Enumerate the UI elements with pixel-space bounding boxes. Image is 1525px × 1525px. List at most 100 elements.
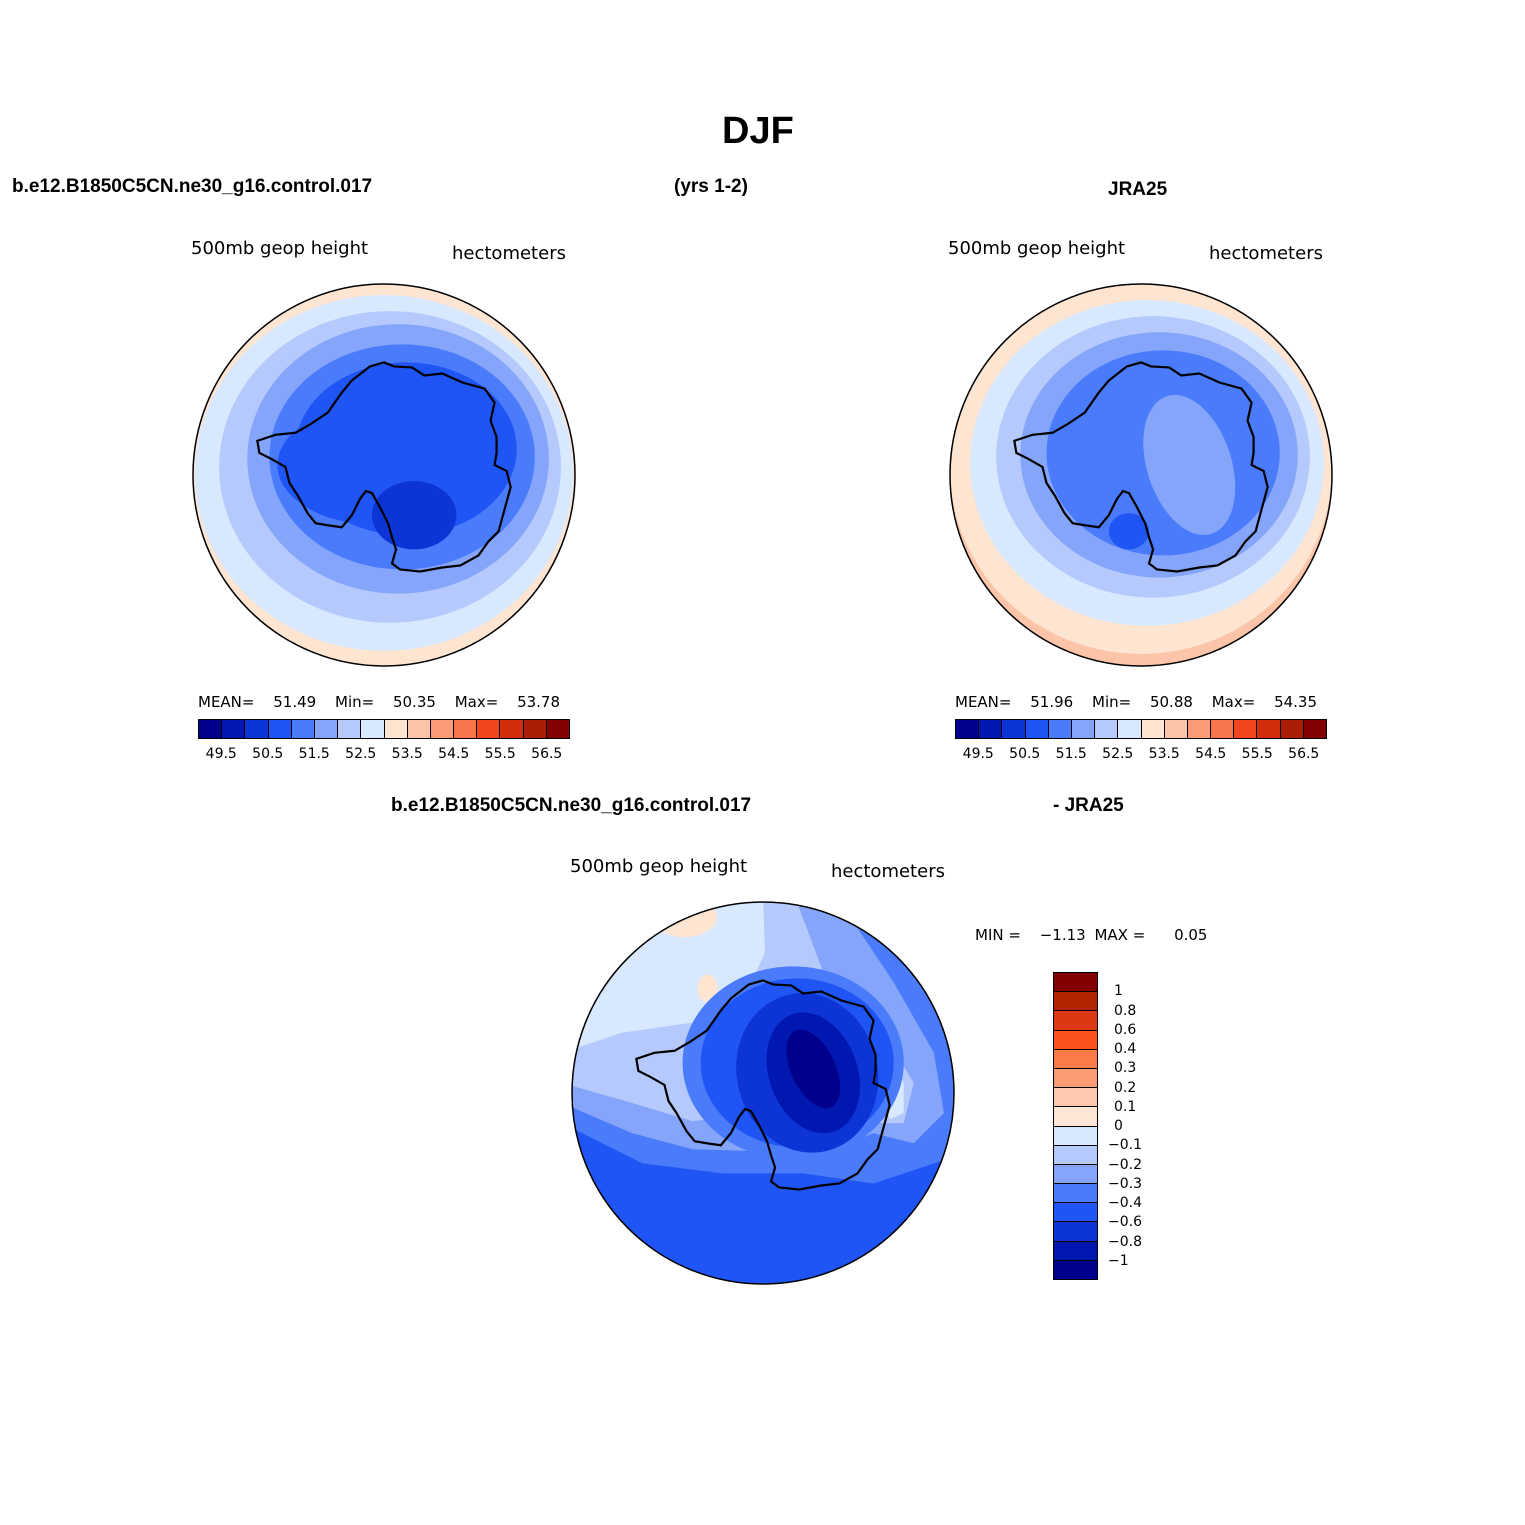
obs-panel-variable-label: 500mb geop height: [948, 238, 1126, 259]
max-value: 0.05: [1174, 926, 1208, 944]
colorbar-swatch: [1303, 720, 1326, 738]
colorbar-swatch: [268, 720, 292, 738]
colorbar-swatch: [1164, 720, 1188, 738]
obs-stats: MEAN= 51.96 Min= 50.88 Max= 54.35: [955, 693, 1317, 711]
colorbar-tick-label: −0.6: [1108, 1214, 1142, 1231]
colorbar-tick-label: −0.2: [1108, 1156, 1142, 1173]
min-label: Min=: [1092, 693, 1132, 711]
colorbar-tick-label: 51.5: [298, 746, 330, 762]
contour-band: [371, 481, 457, 550]
colorbar-tick-label: 56.5: [531, 746, 563, 762]
colorbar-swatch: [523, 720, 547, 738]
colorbar-swatch: [1071, 720, 1096, 738]
colorbar-swatch: [1187, 720, 1212, 738]
colorbar-tick-label: 0.4: [1114, 1041, 1137, 1057]
colorbar-swatch: [1054, 1241, 1097, 1261]
colorbar-tick-label: 55.5: [1241, 746, 1273, 762]
contour-band: [1108, 513, 1150, 550]
colorbar-swatch: [1002, 720, 1026, 738]
colorbar-tick-label: −0.4: [1108, 1195, 1142, 1211]
colorbar-tick-label: 52.5: [1102, 746, 1134, 762]
obs-colorbar-labels: 49.5 50.5 51.5 52.5 53.5 54.5 55.5 56.5: [955, 746, 1327, 764]
colorbar-swatch: [956, 720, 980, 738]
contour-band: [697, 974, 718, 1003]
mean-label: MEAN=: [198, 693, 255, 711]
colorbar-swatch: [1054, 1107, 1097, 1127]
colorbar-swatch: [1211, 720, 1235, 738]
min-label: Min=: [335, 693, 375, 711]
colorbar-tick-label: 52.5: [345, 746, 377, 762]
colorbar-tick-label: 50.5: [1009, 746, 1041, 762]
colorbar-swatch: [1054, 1164, 1097, 1185]
colorbar-tick-label: 50.5: [252, 746, 284, 762]
colorbar-swatch: [338, 720, 362, 738]
model-colorbar: [198, 719, 570, 739]
colorbar-swatch: [1054, 1011, 1097, 1031]
colorbar-tick-label: 0.6: [1114, 1021, 1137, 1038]
colorbar-tick-label: −1: [1108, 1252, 1129, 1269]
colorbar-swatch: [1054, 1184, 1097, 1204]
colorbar-tick-label: 49.5: [962, 746, 994, 762]
figure-title: DJF: [722, 110, 794, 152]
colorbar-swatch: [1048, 720, 1072, 738]
colorbar-swatch: [477, 720, 501, 738]
max-value: 54.35: [1274, 693, 1318, 711]
colorbar-swatch: [199, 720, 223, 738]
colorbar-swatch: [1234, 720, 1258, 738]
max-label: Max=: [1211, 693, 1256, 711]
obs-panel-units-label: hectometers: [1209, 243, 1323, 264]
colorbar-swatch: [1054, 1030, 1097, 1050]
colorbar-swatch: [979, 720, 1003, 738]
diff-reference-name: - JRA25: [1053, 795, 1124, 816]
colorbar-tick-label: 51.5: [1055, 746, 1087, 762]
colorbar-swatch: [1280, 720, 1304, 738]
colorbar-swatch: [1118, 720, 1142, 738]
colorbar-tick-label: 54.5: [438, 746, 470, 762]
colorbar-swatch: [454, 720, 478, 738]
colorbar-tick-label: 0.8: [1114, 1002, 1137, 1019]
colorbar-tick-label: 0.1: [1114, 1098, 1137, 1115]
colorbar-swatch: [291, 720, 315, 738]
max-value: 53.78: [517, 693, 561, 711]
colorbar-tick-label: −0.1: [1108, 1137, 1142, 1154]
colorbar-swatch: [1054, 1068, 1097, 1089]
colorbar-tick-label: 55.5: [484, 746, 516, 762]
colorbar-swatch: [361, 720, 385, 738]
colorbar-swatch: [1054, 1260, 1097, 1279]
min-label: MIN =: [975, 926, 1021, 944]
colorbar-swatch: [1054, 973, 1097, 993]
colorbar-swatch: [500, 720, 524, 738]
colorbar-swatch: [1054, 1049, 1097, 1069]
colorbar-swatch: [1054, 1088, 1097, 1108]
colorbar-swatch: [1054, 1145, 1097, 1165]
colorbar-tick-label: 53.5: [391, 746, 423, 762]
colorbar-tick-label: 0.2: [1114, 1079, 1137, 1096]
colorbar-swatch: [1054, 1203, 1097, 1223]
colorbar-swatch: [1054, 992, 1097, 1012]
colorbar-tick-label: −0.3: [1108, 1175, 1142, 1192]
model-colorbar-labels: 49.5 50.5 51.5 52.5 53.5 54.5 55.5 56.5: [198, 746, 570, 764]
colorbar-swatch: [1257, 720, 1281, 738]
colorbar-swatch: [314, 720, 339, 738]
contour-band: [786, 1029, 841, 1109]
difference-colorbar-labels: 1 0.8 0.6 0.4 0.3 0.2 0.1 0 −0.1 −0.2 −0.3 −0.4 −0.6…: [1108, 972, 1168, 1280]
colorbar-swatch: [546, 720, 569, 738]
colorbar-tick-label: −0.8: [1108, 1233, 1142, 1250]
mean-value: 51.49: [273, 693, 317, 711]
colorbar-swatch: [1054, 1126, 1097, 1146]
reference-name: JRA25: [1108, 179, 1168, 200]
min-value: −1.13: [1039, 926, 1086, 944]
model-polar-map: [192, 283, 576, 667]
model-panel-units-label: hectometers: [452, 243, 566, 264]
colorbar-tick-label: 56.5: [1288, 746, 1320, 762]
obs-polar-map: [949, 283, 1333, 667]
difference-colorbar: [1053, 972, 1098, 1280]
colorbar-swatch: [1025, 720, 1049, 738]
colorbar-swatch: [407, 720, 431, 738]
difference-polar-map: [571, 901, 955, 1285]
colorbar-swatch: [1095, 720, 1119, 738]
mean-label: MEAN=: [955, 693, 1012, 711]
colorbar-tick-label: 54.5: [1195, 746, 1227, 762]
contour-band: [1143, 394, 1236, 536]
model-panel-variable-label: 500mb geop height: [191, 238, 369, 259]
